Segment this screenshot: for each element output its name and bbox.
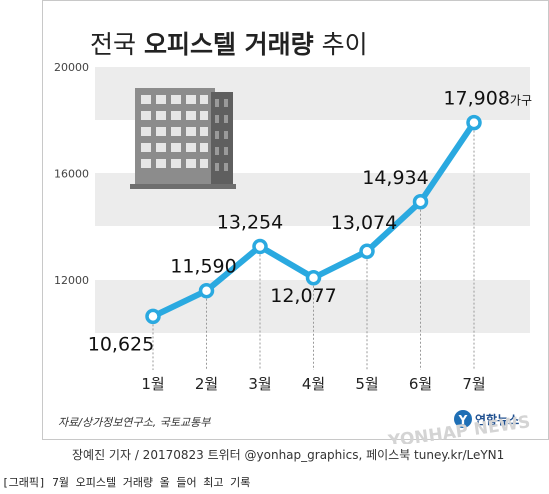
title-plain: 전국: [90, 30, 144, 59]
title-bold: 오피스텔 거래량: [144, 30, 314, 59]
value-unit: 가구: [510, 94, 532, 108]
source-note: 자료/상가정보연구소, 국토교통부: [58, 416, 211, 429]
svg-text:Y: Y: [458, 413, 468, 427]
value-label: 10,625: [88, 333, 154, 355]
data-point: [145, 308, 161, 325]
value-label: 17,908가구: [443, 88, 532, 110]
value-labels: 10,625 11,590 13,254 12,077 13,074 14,93…: [88, 88, 532, 356]
y-tick-label: 12000: [54, 274, 89, 287]
guide-lines: [152, 122, 475, 370]
data-points: [145, 114, 482, 325]
x-tick-label: 4월: [302, 375, 325, 393]
caption: [그래픽] 7월 오피스텔 거래량 올 들어 최고 기록: [2, 476, 251, 489]
x-tick-label: 2월: [195, 375, 218, 393]
data-point: [359, 243, 375, 259]
value-label: 13,074: [331, 212, 397, 234]
y-tick-label: 16000: [54, 167, 89, 180]
data-point: [305, 270, 322, 286]
chart: 전국 오피스텔 거래량 추이 12000 16000 20000 10,625 …: [54, 30, 532, 444]
x-tick-labels: 1월 2월 3월 4월 5월 6월 7월: [141, 375, 485, 393]
y-tick-label: 20000: [54, 61, 89, 74]
data-point: [198, 282, 215, 299]
value-label: 13,254: [217, 211, 283, 233]
x-tick-label: 1월: [141, 375, 164, 393]
x-tick-label: 6월: [409, 375, 432, 393]
chart-title: 전국 오피스텔 거래량 추이: [90, 30, 368, 59]
value-label-last: 17,908: [443, 88, 509, 110]
logo-text: 연합뉴스: [475, 412, 519, 427]
x-tick-label: 3월: [248, 375, 271, 393]
building-icon: [130, 88, 236, 189]
value-label: 11,590: [170, 256, 236, 278]
x-tick-label: 5월: [355, 375, 378, 393]
credit-line: 장예진 기자 / 20170823 트위터 @yonhap_graphics, …: [72, 448, 505, 462]
data-point: [412, 194, 429, 210]
data-point: [466, 114, 482, 131]
data-point: [252, 238, 268, 255]
title-tail: 추이: [314, 30, 368, 59]
value-label: 14,934: [362, 167, 428, 189]
yonhap-logo: Y 연합뉴스: [454, 410, 519, 428]
value-label: 12,077: [270, 285, 336, 307]
x-tick-label: 7월: [462, 375, 485, 393]
